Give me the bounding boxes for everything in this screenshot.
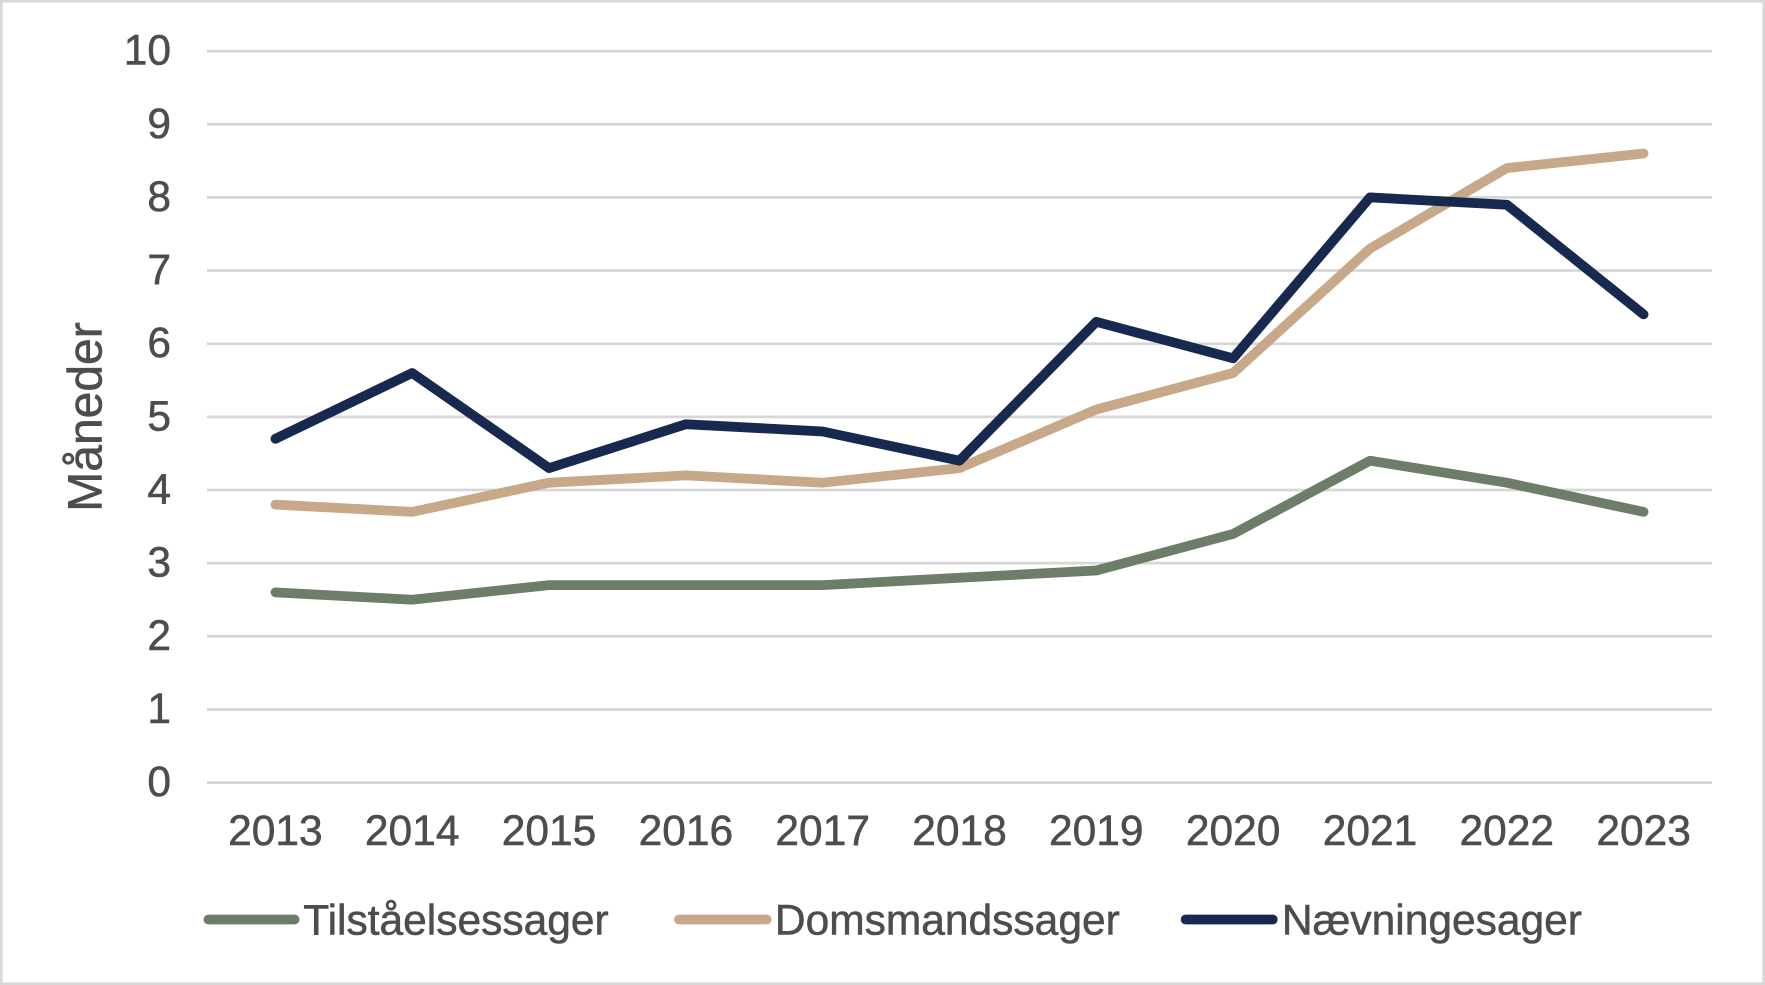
svg-text:6: 6 <box>147 320 171 367</box>
svg-text:8: 8 <box>147 174 171 221</box>
svg-text:2020: 2020 <box>1186 808 1281 855</box>
svg-text:2017: 2017 <box>775 808 870 855</box>
svg-text:2019: 2019 <box>1049 808 1144 855</box>
svg-text:9: 9 <box>147 101 171 148</box>
svg-text:2013: 2013 <box>228 808 323 855</box>
svg-text:2018: 2018 <box>912 808 1007 855</box>
svg-text:2014: 2014 <box>365 808 460 855</box>
svg-text:Tilståelsessager: Tilståelsessager <box>303 898 609 945</box>
svg-text:2023: 2023 <box>1596 808 1691 855</box>
svg-text:7: 7 <box>147 247 171 294</box>
svg-text:2: 2 <box>147 613 171 660</box>
svg-text:2022: 2022 <box>1460 808 1555 855</box>
svg-text:2015: 2015 <box>502 808 597 855</box>
svg-text:5: 5 <box>147 393 171 440</box>
svg-text:3: 3 <box>147 540 171 587</box>
svg-text:4: 4 <box>147 467 171 514</box>
svg-text:Domsmandssager: Domsmandssager <box>775 898 1120 945</box>
svg-text:10: 10 <box>124 28 171 75</box>
svg-text:0: 0 <box>147 759 171 806</box>
svg-text:2016: 2016 <box>639 808 734 855</box>
svg-text:Nævningesager: Nævningesager <box>1282 898 1582 945</box>
svg-text:2021: 2021 <box>1323 808 1418 855</box>
svg-text:1: 1 <box>147 686 171 733</box>
svg-text:Måneder: Måneder <box>60 322 113 511</box>
